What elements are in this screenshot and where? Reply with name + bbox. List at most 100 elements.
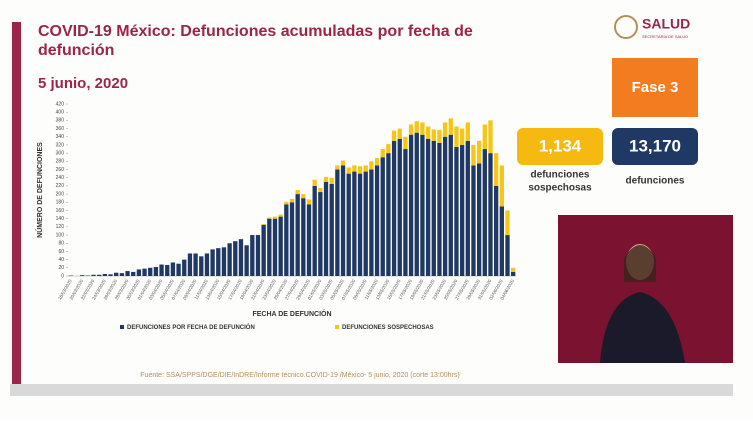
y-tick-label: 340 bbox=[56, 134, 65, 140]
phase: Fase 3 bbox=[632, 79, 679, 96]
y-tick-label: 320 bbox=[56, 142, 65, 148]
bar bbox=[386, 153, 390, 276]
bar bbox=[488, 153, 492, 276]
y-axis-label: NÚMERO DE DEFUNCIONES bbox=[35, 142, 44, 238]
y-tick-label: 140 bbox=[56, 216, 65, 222]
legend-label: DEFUNCIONES POR FECHA DE DEFUNCIÓN bbox=[127, 323, 255, 331]
bar bbox=[364, 172, 368, 276]
bar bbox=[432, 141, 436, 276]
bar bbox=[375, 165, 379, 276]
bar bbox=[290, 202, 294, 276]
bar bbox=[409, 135, 413, 276]
bar bbox=[443, 137, 447, 276]
bar bbox=[313, 180, 317, 186]
bar bbox=[449, 135, 453, 276]
bar bbox=[273, 219, 277, 276]
bar bbox=[488, 120, 492, 153]
footer-strip bbox=[10, 384, 733, 396]
bar bbox=[296, 190, 300, 194]
bar bbox=[267, 217, 271, 218]
bar bbox=[398, 139, 402, 276]
y-tick-label: 20 bbox=[58, 265, 64, 271]
bar bbox=[494, 153, 498, 186]
bar bbox=[505, 235, 509, 276]
bar bbox=[352, 165, 356, 171]
y-tick-label: 60 bbox=[58, 249, 64, 255]
bar bbox=[171, 262, 175, 276]
bar bbox=[148, 268, 152, 276]
bar bbox=[386, 144, 390, 153]
bar bbox=[432, 129, 436, 140]
bar bbox=[358, 174, 362, 276]
bar bbox=[233, 241, 237, 276]
bar bbox=[256, 235, 260, 276]
bar bbox=[244, 245, 248, 276]
bar bbox=[335, 165, 339, 169]
bar bbox=[483, 149, 487, 276]
bar bbox=[290, 199, 294, 202]
bar bbox=[330, 184, 334, 276]
y-tick-label: 200 bbox=[56, 191, 65, 197]
bar bbox=[403, 137, 407, 149]
bar bbox=[483, 124, 487, 149]
bar bbox=[505, 210, 509, 235]
bar bbox=[313, 186, 317, 276]
bar bbox=[477, 163, 481, 276]
bar bbox=[403, 149, 407, 276]
bar bbox=[443, 122, 447, 136]
y-tick-label: 360 bbox=[56, 126, 65, 132]
legend-swatch bbox=[335, 325, 339, 329]
bar bbox=[369, 170, 373, 276]
bar bbox=[381, 157, 385, 276]
bar bbox=[114, 273, 118, 276]
bar bbox=[335, 170, 339, 276]
bar bbox=[375, 158, 379, 165]
bar bbox=[154, 267, 158, 276]
date: 5 junio, 2020 bbox=[38, 75, 128, 92]
bar bbox=[392, 141, 396, 276]
bar bbox=[273, 217, 277, 219]
bar bbox=[477, 141, 481, 164]
bar bbox=[369, 161, 373, 169]
logo: SALUD bbox=[642, 16, 690, 32]
bar bbox=[341, 165, 345, 276]
bar bbox=[471, 165, 475, 276]
legend-label: DEFUNCIONES SOSPECHOSAS bbox=[342, 325, 434, 331]
bar bbox=[307, 204, 311, 276]
bar bbox=[80, 275, 84, 276]
bar bbox=[165, 265, 169, 276]
bar bbox=[210, 249, 214, 276]
bar bbox=[97, 275, 101, 276]
bar bbox=[449, 118, 453, 134]
bar bbox=[347, 174, 351, 276]
y-tick-label: 180 bbox=[56, 200, 65, 206]
bar bbox=[364, 165, 368, 171]
bar bbox=[301, 198, 305, 276]
bar bbox=[261, 224, 265, 225]
y-tick-label: 0 bbox=[61, 273, 64, 279]
y-tick-label: 240 bbox=[56, 175, 65, 181]
bar bbox=[494, 186, 498, 276]
y-tick-label: 380 bbox=[56, 118, 65, 124]
bar bbox=[500, 206, 504, 276]
bar bbox=[125, 271, 129, 276]
bar bbox=[511, 272, 515, 276]
bar bbox=[466, 141, 470, 276]
bar bbox=[296, 194, 300, 276]
bar bbox=[108, 274, 112, 276]
logo-sub: SECRETARÍA DE SALUD bbox=[642, 34, 688, 39]
bar bbox=[437, 130, 441, 143]
suspected-label: defunciones bbox=[531, 170, 590, 181]
bar bbox=[103, 274, 107, 276]
bar bbox=[159, 265, 163, 276]
bar bbox=[392, 131, 396, 141]
suspected-value: 1,134 bbox=[539, 136, 582, 155]
title: COVID-19 México: Defunciones acumuladas … bbox=[38, 23, 473, 40]
bar bbox=[216, 248, 220, 276]
bar bbox=[398, 129, 402, 139]
y-tick-label: 300 bbox=[56, 150, 65, 156]
bar bbox=[284, 204, 288, 276]
bar bbox=[222, 247, 226, 276]
